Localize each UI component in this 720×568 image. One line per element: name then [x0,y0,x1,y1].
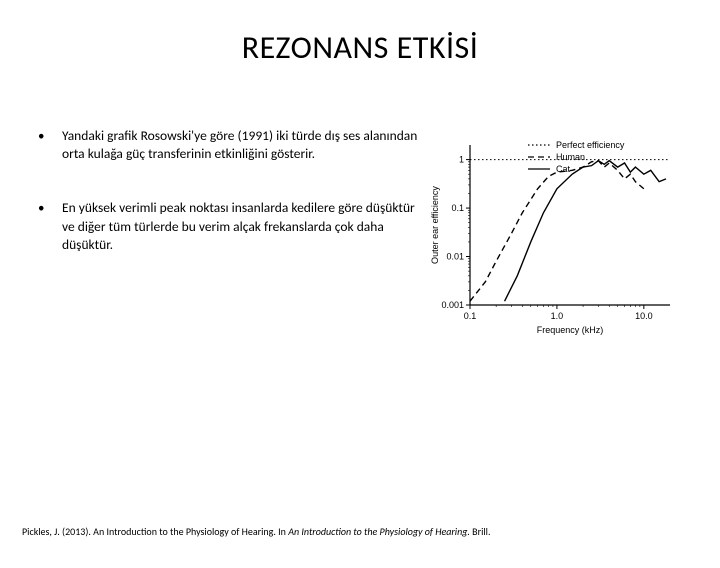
svg-text:1: 1 [459,155,464,165]
content-row: • Yandaki grafik Rosowski'ye göre (1991)… [0,127,720,347]
svg-text:10.0: 10.0 [635,311,653,321]
svg-text:Human: Human [556,152,585,162]
chart-column: 0.001 0.01 0.1 1 0.1 1.0 10.0 Frequency (kHz) Ou… [428,127,688,347]
bullet-text: Yandaki grafik Rosowski'ye göre (1991) i… [62,127,418,163]
svg-text:1.0: 1.0 [551,311,564,321]
svg-text:Frequency (kHz): Frequency (kHz) [537,325,604,335]
page-title: REZONANS ETKİSİ [0,28,720,67]
citation-suffix: Brill. [470,525,491,538]
bullet-item: • En yüksek verimli peak noktası insanla… [38,199,418,254]
citation-italic: An Introduction to the Physiology of Hea… [288,525,470,538]
svg-text:Perfect efficiency: Perfect efficiency [556,140,625,150]
svg-text:0.1: 0.1 [451,203,464,213]
bullet-marker: • [38,127,62,163]
svg-text:Cat: Cat [556,164,571,174]
bullet-marker: • [38,199,62,254]
text-column: • Yandaki grafik Rosowski'ye göre (1991)… [38,127,428,347]
svg-text:0.1: 0.1 [464,311,477,321]
svg-text:Outer ear efficiency: Outer ear efficiency [430,186,440,264]
citation-prefix: Pickles, J. (2013). An Introduction to t… [22,525,288,538]
bullet-text: En yüksek verimli peak noktası insanlard… [62,199,418,254]
citation: Pickles, J. (2013). An Introduction to t… [22,525,491,538]
svg-text:0.01: 0.01 [446,252,464,262]
svg-text:0.001: 0.001 [441,300,464,310]
bullet-item: • Yandaki grafik Rosowski'ye göre (1991)… [38,127,418,163]
efficiency-chart: 0.001 0.01 0.1 1 0.1 1.0 10.0 Frequency (kHz) Ou… [428,127,688,347]
